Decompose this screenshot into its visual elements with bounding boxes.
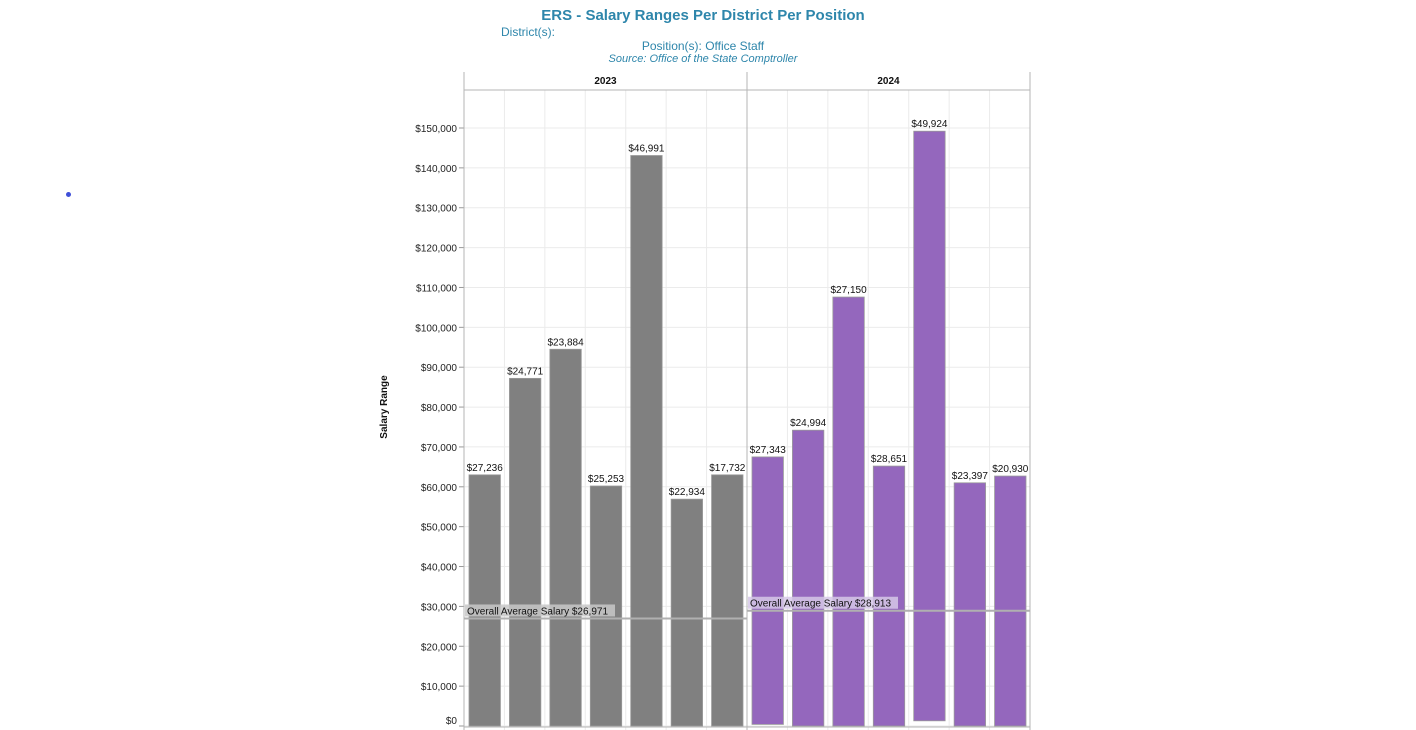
bar-2023-6 bbox=[670, 498, 703, 727]
district-filter-label: District(s): bbox=[501, 25, 555, 39]
bar-value-label: $22,934 bbox=[669, 487, 706, 498]
y-tick-label: $10,000 bbox=[421, 682, 458, 693]
marker-dot bbox=[66, 192, 71, 197]
bar-2023-1 bbox=[468, 474, 501, 727]
y-tick-label: $50,000 bbox=[421, 523, 458, 534]
y-tick-label: $30,000 bbox=[421, 602, 458, 613]
y-tick-label: $150,000 bbox=[415, 124, 457, 135]
bar-2023-3 bbox=[549, 348, 582, 727]
bar-2024-3 bbox=[832, 296, 865, 727]
bar-value-label: $23,397 bbox=[952, 471, 989, 482]
average-label-2023: Overall Average Salary $26,971 bbox=[467, 606, 608, 617]
bar-2023-5 bbox=[630, 155, 663, 727]
bar-value-label: $46,991 bbox=[628, 144, 665, 155]
bar-2024-1 bbox=[751, 456, 784, 725]
bar-value-label: $17,732 bbox=[709, 463, 746, 474]
average-label-bg bbox=[465, 604, 615, 617]
source-caption: Source: Office of the State Comptroller bbox=[608, 53, 798, 65]
bar-2023-7 bbox=[711, 474, 744, 727]
axis-layer bbox=[459, 72, 1031, 730]
bar-2024-5 bbox=[913, 130, 946, 722]
y-tick-label: $110,000 bbox=[416, 283, 457, 294]
bar-value-label: $24,994 bbox=[790, 418, 827, 429]
bar-value-label: $27,150 bbox=[830, 285, 867, 296]
y-tick-label: $80,000 bbox=[421, 403, 458, 414]
bar-2024-7 bbox=[994, 475, 1027, 727]
bar-value-label: $24,771 bbox=[507, 366, 544, 377]
y-tick-label: $100,000 bbox=[415, 323, 457, 334]
bar-2024-4 bbox=[872, 465, 906, 727]
facet-header-2023: 2023 bbox=[594, 76, 617, 87]
y-tick-label: $70,000 bbox=[421, 443, 458, 454]
average-label-bg bbox=[748, 596, 898, 609]
bar-value-label: $25,253 bbox=[588, 474, 625, 485]
y-axis-title: Salary Range bbox=[379, 375, 390, 439]
y-tick-label: $0 bbox=[446, 716, 458, 727]
bar-2023-2 bbox=[509, 377, 542, 727]
average-lines-layer bbox=[464, 596, 1030, 620]
bar-2024-6 bbox=[953, 482, 986, 727]
bar-value-label: $20,930 bbox=[992, 464, 1029, 475]
y-tick-label: $40,000 bbox=[421, 563, 458, 574]
bar-value-label: $49,924 bbox=[911, 119, 948, 130]
bar-2024-2 bbox=[792, 429, 825, 727]
y-tick-label: $120,000 bbox=[415, 244, 457, 255]
bar-value-label: $27,343 bbox=[750, 445, 787, 456]
y-tick-label: $20,000 bbox=[421, 642, 458, 653]
y-tick-label: $140,000 bbox=[415, 164, 457, 175]
y-tick-label: $130,000 bbox=[415, 204, 457, 215]
y-tick-label: $90,000 bbox=[421, 363, 458, 374]
bars-layer bbox=[468, 130, 1027, 727]
bar-value-label: $23,884 bbox=[547, 337, 584, 348]
y-tick-label: $60,000 bbox=[421, 483, 458, 494]
bar-value-label: $28,651 bbox=[871, 454, 908, 465]
bar-value-label: $27,236 bbox=[467, 463, 504, 474]
labels-layer: $0 $10,000 $20,000 $30,000 $40,000 $50,000 $60… bbox=[379, 76, 1029, 727]
facet-header-2024: 2024 bbox=[877, 76, 900, 87]
average-label-2024: Overall Average Salary $28,913 bbox=[750, 599, 891, 610]
position-filter-label: Position(s): Office Staff bbox=[641, 39, 765, 53]
chart-title: ERS - Salary Ranges Per District Per Pos… bbox=[541, 7, 865, 24]
